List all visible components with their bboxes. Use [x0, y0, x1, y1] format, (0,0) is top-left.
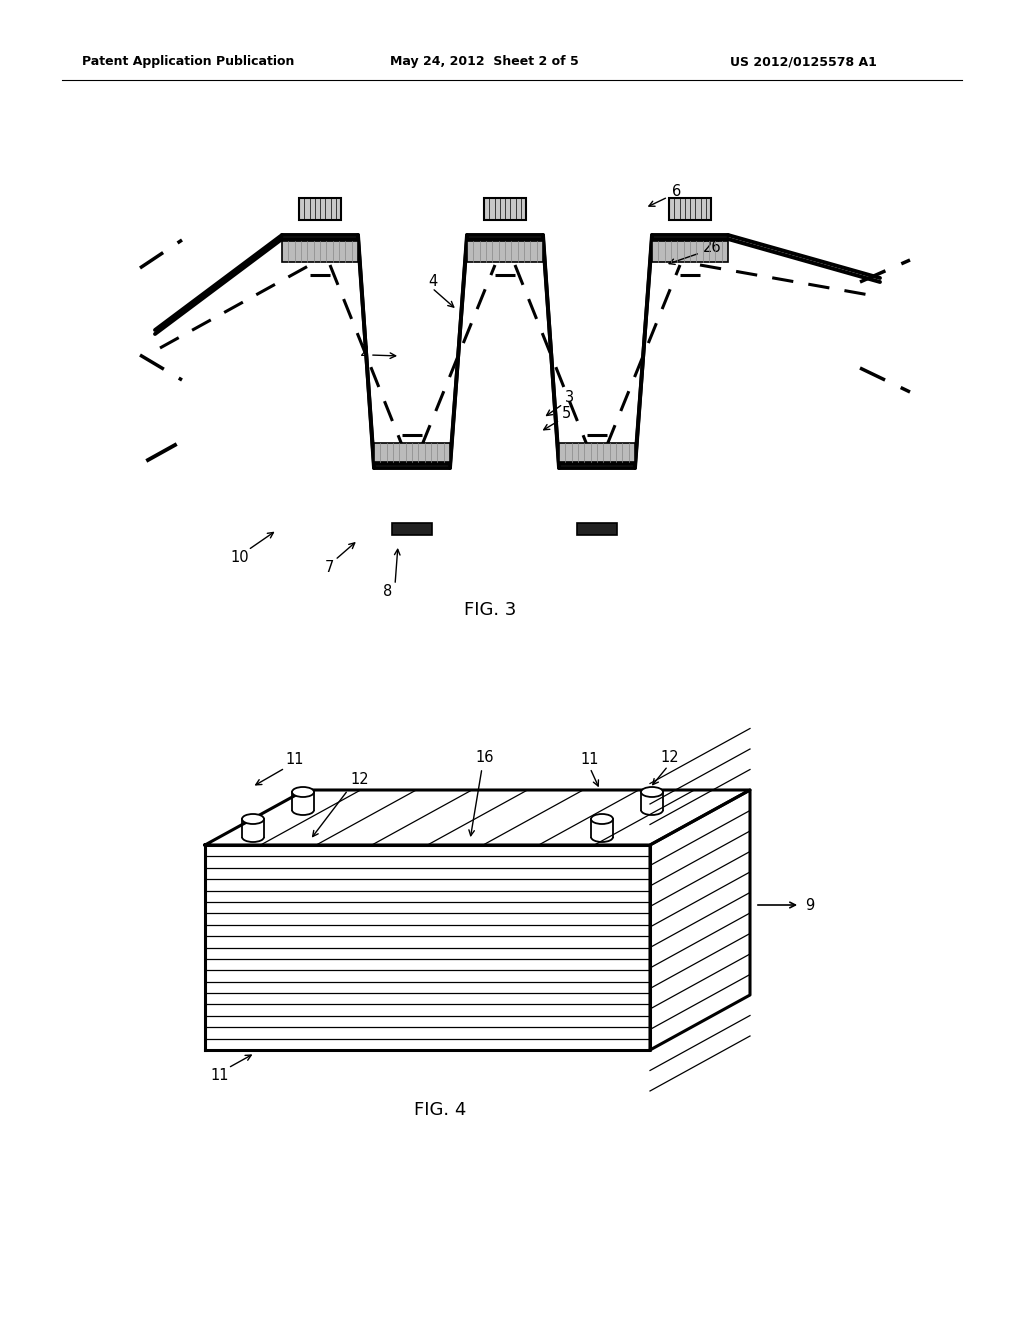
Polygon shape [205, 845, 650, 1049]
Polygon shape [650, 789, 750, 1049]
Bar [484, 198, 526, 220]
Text: 2: 2 [360, 345, 370, 359]
Text: 16: 16 [476, 751, 495, 766]
Text: FIG. 4: FIG. 4 [414, 1101, 466, 1119]
Text: 10: 10 [230, 550, 249, 565]
Text: 8: 8 [383, 585, 392, 599]
Ellipse shape [641, 787, 663, 797]
Bar [282, 242, 358, 261]
Text: Patent Application Publication: Patent Application Publication [82, 55, 294, 69]
Text: May 24, 2012  Sheet 2 of 5: May 24, 2012 Sheet 2 of 5 [390, 55, 579, 69]
Bar [467, 242, 543, 261]
Text: 7: 7 [325, 561, 335, 576]
Text: 26: 26 [703, 240, 722, 256]
Text: 11: 11 [286, 752, 304, 767]
Bar [559, 444, 635, 462]
Text: US 2012/0125578 A1: US 2012/0125578 A1 [730, 55, 877, 69]
Text: 11: 11 [211, 1068, 229, 1082]
Bar [392, 523, 432, 535]
Ellipse shape [242, 814, 264, 824]
Text: FIG. 3: FIG. 3 [464, 601, 516, 619]
Bar [669, 198, 711, 220]
Text: 11: 11 [581, 752, 599, 767]
Bar [299, 198, 341, 220]
Text: 12: 12 [350, 772, 370, 788]
Text: 4: 4 [428, 275, 437, 289]
Text: 6: 6 [672, 185, 681, 199]
Bar [577, 523, 617, 535]
Bar [299, 198, 341, 220]
Bar [374, 444, 450, 462]
Bar [669, 198, 711, 220]
Text: 3: 3 [565, 391, 574, 405]
Bar [652, 242, 728, 261]
Ellipse shape [591, 814, 613, 824]
Polygon shape [205, 789, 750, 845]
Bar [484, 198, 526, 220]
Text: 5: 5 [562, 407, 571, 421]
Text: 9: 9 [805, 898, 815, 912]
Text: 12: 12 [660, 751, 679, 766]
Ellipse shape [292, 787, 314, 797]
